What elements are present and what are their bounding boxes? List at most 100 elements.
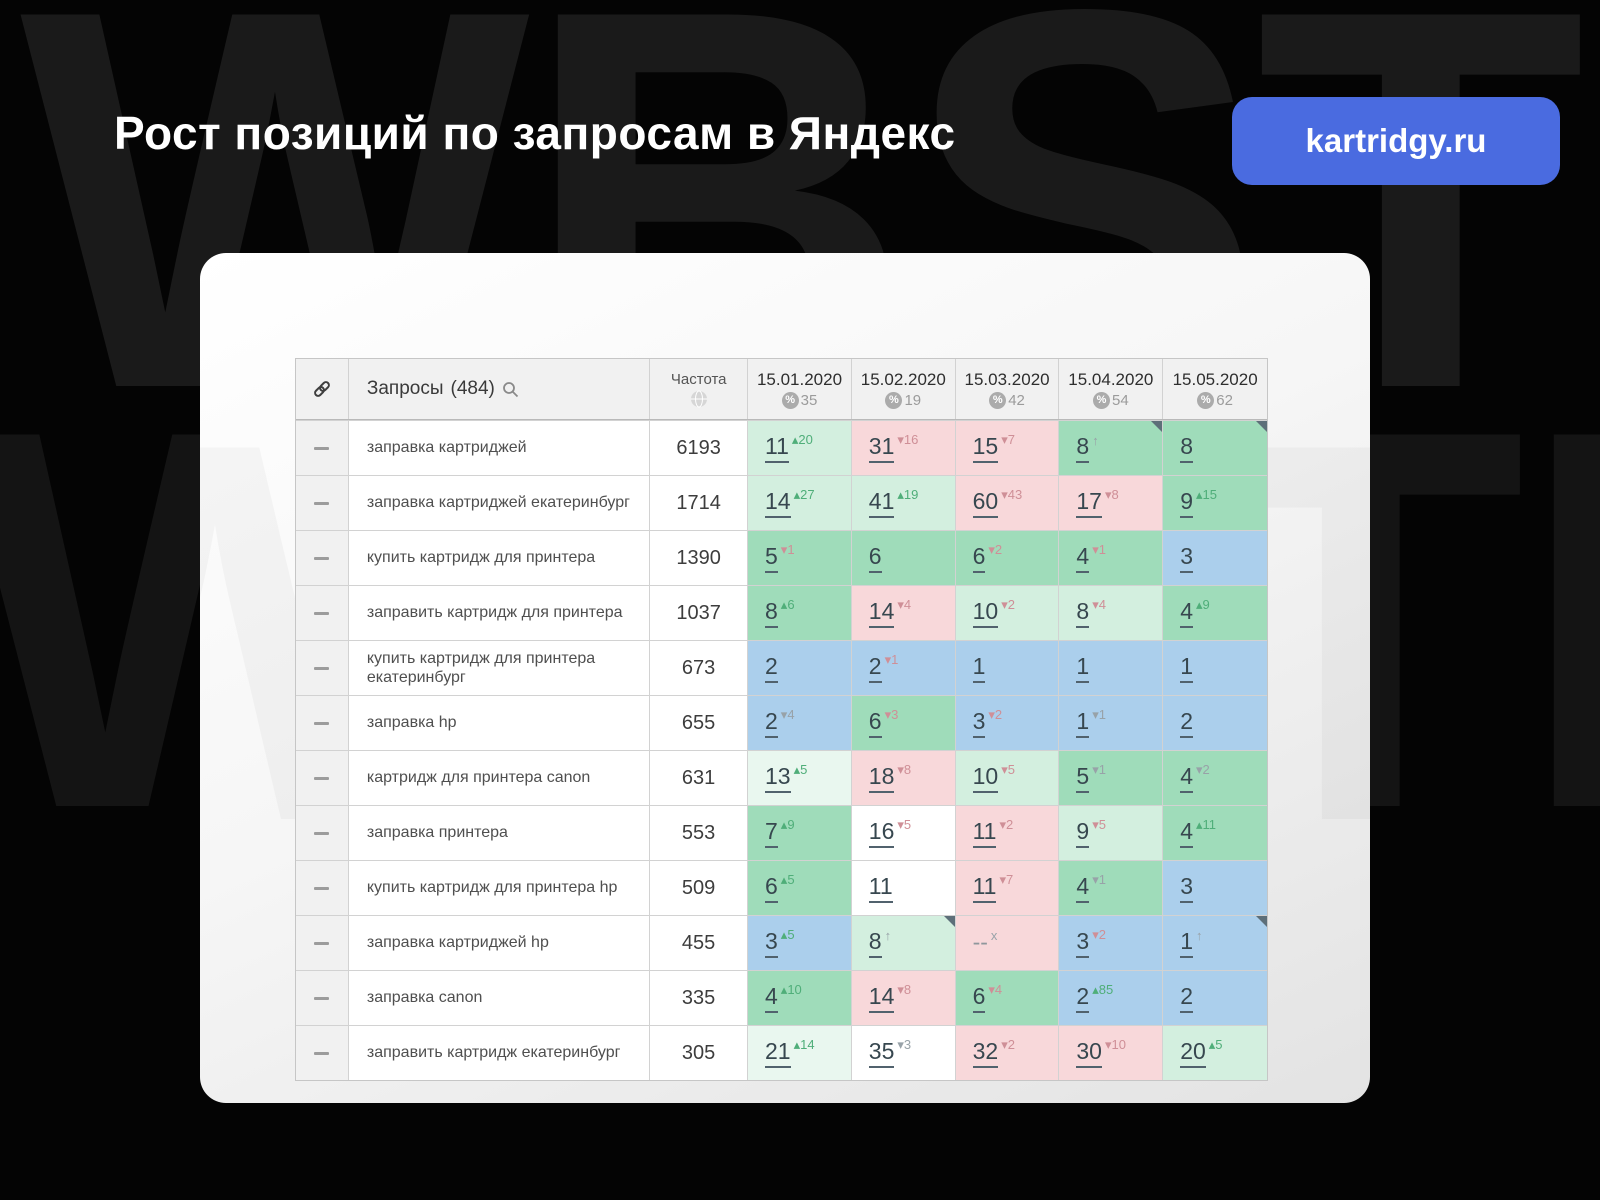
date-label: 15.05.2020 xyxy=(1172,369,1258,389)
position-value-link[interactable]: 30 xyxy=(1076,1038,1102,1068)
query-cell[interactable]: заправить картридж для принтера xyxy=(348,586,651,640)
position-cell: 14 ▾4 xyxy=(851,586,956,640)
position-value-link[interactable]: 17 xyxy=(1076,488,1102,518)
position-value-link[interactable]: 4 xyxy=(1180,818,1193,848)
position-value-link[interactable]: 6 xyxy=(868,543,882,573)
position-value-link[interactable]: 1 xyxy=(1076,708,1090,738)
position-cell: 5 ▾1 xyxy=(748,531,852,585)
frequency-value: 305 xyxy=(681,1041,716,1064)
position-value-link[interactable]: 20 xyxy=(1180,1038,1206,1068)
position-value-link[interactable]: 2 xyxy=(765,708,778,738)
position-value-link[interactable]: 8 xyxy=(1180,433,1193,463)
position-cell: 10 ▾2 xyxy=(955,586,1060,640)
position-change-badge: ▾3 xyxy=(897,1037,912,1052)
position-value-link[interactable]: 1 xyxy=(972,653,986,683)
position-change-badge: ▾2 xyxy=(1001,597,1015,612)
position-value-link[interactable]: 35 xyxy=(868,1038,895,1068)
table-header-row: Запросы (484) Частота xyxy=(296,359,1267,420)
position-value-link[interactable]: 11 xyxy=(868,873,893,903)
positions-table: Запросы (484) Частота xyxy=(295,358,1268,1081)
position-value-link[interactable]: 11 xyxy=(972,818,997,848)
position-value-link[interactable]: 6 xyxy=(765,873,778,903)
position-value-link[interactable]: 13 xyxy=(765,763,791,793)
dash-icon xyxy=(314,776,330,780)
position-value-link[interactable]: 41 xyxy=(868,488,895,518)
position-value-link[interactable]: 8 xyxy=(1076,598,1090,628)
position-value-link[interactable]: 2 xyxy=(765,653,778,683)
query-text: купить картридж для принтера hp xyxy=(366,879,618,897)
position-value-link[interactable]: 1 xyxy=(1180,653,1193,683)
search-icon[interactable] xyxy=(502,381,519,398)
query-cell[interactable]: купить картридж для принтера xyxy=(348,531,651,585)
position-value-link[interactable]: 9 xyxy=(1180,488,1193,518)
position-value-link[interactable]: 14 xyxy=(868,983,895,1013)
query-cell[interactable]: заправка картриджей hp xyxy=(348,916,651,970)
position-value-link[interactable]: 7 xyxy=(765,818,778,848)
position-value-link[interactable]: 60 xyxy=(972,488,999,518)
query-text: заправить картридж екатеринбург xyxy=(366,1044,621,1062)
position-value-link[interactable]: 31 xyxy=(868,433,895,463)
position-value-link[interactable]: 4 xyxy=(1180,598,1193,628)
position-value-link[interactable]: 6 xyxy=(972,983,986,1013)
position-value-link[interactable]: 32 xyxy=(972,1038,999,1068)
query-cell[interactable]: купить картридж для принтера hp xyxy=(348,861,651,915)
position-value-link[interactable]: 21 xyxy=(765,1038,791,1068)
frequency-value: 335 xyxy=(681,986,716,1009)
position-change-badge: ▴9 xyxy=(1195,597,1210,612)
position-cell: 13 ▴5 xyxy=(748,751,852,805)
position-value-link[interactable]: -- xyxy=(972,929,988,955)
position-value-link[interactable]: 16 xyxy=(868,818,895,848)
position-value-link[interactable]: 9 xyxy=(1076,818,1090,848)
position-cell: 4 ▾1 xyxy=(1059,861,1164,915)
position-value-link[interactable]: 15 xyxy=(972,433,999,463)
position-value-link[interactable]: 8 xyxy=(1076,433,1090,463)
query-cell[interactable]: заправить картридж екатеринбург xyxy=(348,1026,651,1080)
position-value-link[interactable]: 3 xyxy=(1076,928,1090,958)
position-value-link[interactable]: 3 xyxy=(765,928,778,958)
position-value-link[interactable]: 14 xyxy=(868,598,895,628)
position-value-link[interactable]: 8 xyxy=(765,598,778,628)
link-column-header[interactable] xyxy=(296,359,349,419)
percent-icon: % xyxy=(1093,391,1110,409)
position-value-link[interactable]: 5 xyxy=(1076,763,1090,793)
query-cell[interactable]: заправка картриджей xyxy=(348,421,651,475)
position-change-badge: ▾4 xyxy=(1092,597,1106,612)
position-cell: 6 ▾4 xyxy=(955,971,1060,1025)
row-marker-cell xyxy=(296,861,349,915)
position-value-link[interactable]: 1 xyxy=(1180,928,1193,958)
query-cell[interactable]: заправка hp xyxy=(348,696,651,750)
query-cell[interactable]: картридж для принтера canon xyxy=(348,751,651,805)
position-value-link[interactable]: 4 xyxy=(1180,763,1193,793)
position-value-link[interactable]: 2 xyxy=(1180,708,1193,738)
position-value-link[interactable]: 6 xyxy=(972,543,986,573)
position-value-link[interactable]: 8 xyxy=(868,928,882,958)
position-value-link[interactable]: 11 xyxy=(972,873,997,903)
position-value-link[interactable]: 3 xyxy=(1180,543,1193,573)
position-value-link[interactable]: 6 xyxy=(868,708,882,738)
query-cell[interactable]: заправка картриджей екатеринбург xyxy=(348,476,651,530)
position-value-link[interactable]: 4 xyxy=(1076,873,1090,903)
query-text: заправка картриджей hp xyxy=(366,934,549,952)
position-cell: 3 ▾2 xyxy=(1059,916,1164,970)
position-value-link[interactable]: 10 xyxy=(972,763,999,793)
query-cell[interactable]: заправка принтера xyxy=(348,806,651,860)
position-value-link[interactable]: 2 xyxy=(868,653,882,683)
position-value-link[interactable]: 3 xyxy=(1180,873,1193,903)
position-value-link[interactable]: 10 xyxy=(972,598,999,628)
query-cell[interactable]: купить картридж для принтера екатеринбур… xyxy=(348,641,651,695)
position-value-link[interactable]: 1 xyxy=(1076,653,1090,683)
position-value-link[interactable]: 11 xyxy=(765,433,789,463)
position-cell: 60 ▾43 xyxy=(955,476,1060,530)
position-value-link[interactable]: 5 xyxy=(765,543,778,573)
position-value-link[interactable]: 4 xyxy=(765,983,778,1013)
position-change-badge: ▴9 xyxy=(780,817,795,832)
position-value-link[interactable]: 18 xyxy=(868,763,895,793)
query-cell[interactable]: заправка canon xyxy=(348,971,651,1025)
site-badge[interactable]: kartridgy.ru xyxy=(1232,97,1560,185)
position-change-badge: ▾3 xyxy=(884,707,899,722)
position-value-link[interactable]: 14 xyxy=(765,488,791,518)
position-value-link[interactable]: 3 xyxy=(972,708,986,738)
position-value-link[interactable]: 2 xyxy=(1076,983,1090,1013)
position-value-link[interactable]: 4 xyxy=(1076,543,1090,573)
position-value-link[interactable]: 2 xyxy=(1180,983,1193,1013)
